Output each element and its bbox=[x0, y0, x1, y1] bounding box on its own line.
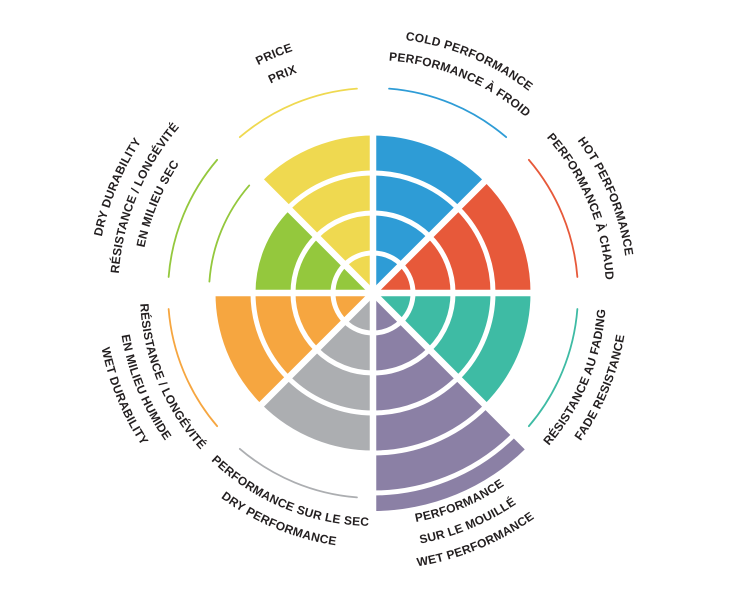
sector-label-price-line1: PRICE bbox=[253, 40, 294, 68]
sector-wedge-dry-durability bbox=[253, 208, 373, 293]
radial-divider bbox=[370, 290, 540, 460]
guide-arcs bbox=[167, 87, 579, 499]
radial-dividers bbox=[141, 61, 605, 525]
radial-divider bbox=[206, 290, 376, 460]
sector-wedge-cold-performance bbox=[373, 133, 487, 293]
outline-ring-arc-dry-durability bbox=[208, 184, 251, 283]
sector-label-dry-durability-line2: RÉSISTANCE / LONGÉVITÉ bbox=[108, 119, 182, 274]
sector-label-cold-performance-line2: PERFORMANCE À FROID bbox=[388, 50, 533, 120]
guide-arc-dry-performance bbox=[238, 447, 358, 499]
sector-wedge-wet-durability bbox=[213, 293, 373, 407]
guide-arc-fade-resistance bbox=[527, 308, 579, 428]
sector-wedge-hot-performance bbox=[373, 179, 533, 293]
sector-wedge-fade-resistance bbox=[373, 293, 533, 407]
radial-divider bbox=[370, 126, 540, 296]
guide-arc-wet-durability bbox=[167, 308, 219, 428]
guide-arc-hot-performance bbox=[527, 158, 579, 278]
sector-label-price-line2: PRIX bbox=[266, 62, 298, 86]
sector-wedge-dry-performance bbox=[259, 293, 373, 453]
radial-divider bbox=[206, 126, 376, 296]
guide-arc-dry-durability bbox=[167, 158, 219, 278]
guide-arc-price bbox=[238, 87, 358, 139]
guide-arc-cold-performance bbox=[388, 87, 508, 139]
sector-wedge-price bbox=[259, 133, 373, 293]
